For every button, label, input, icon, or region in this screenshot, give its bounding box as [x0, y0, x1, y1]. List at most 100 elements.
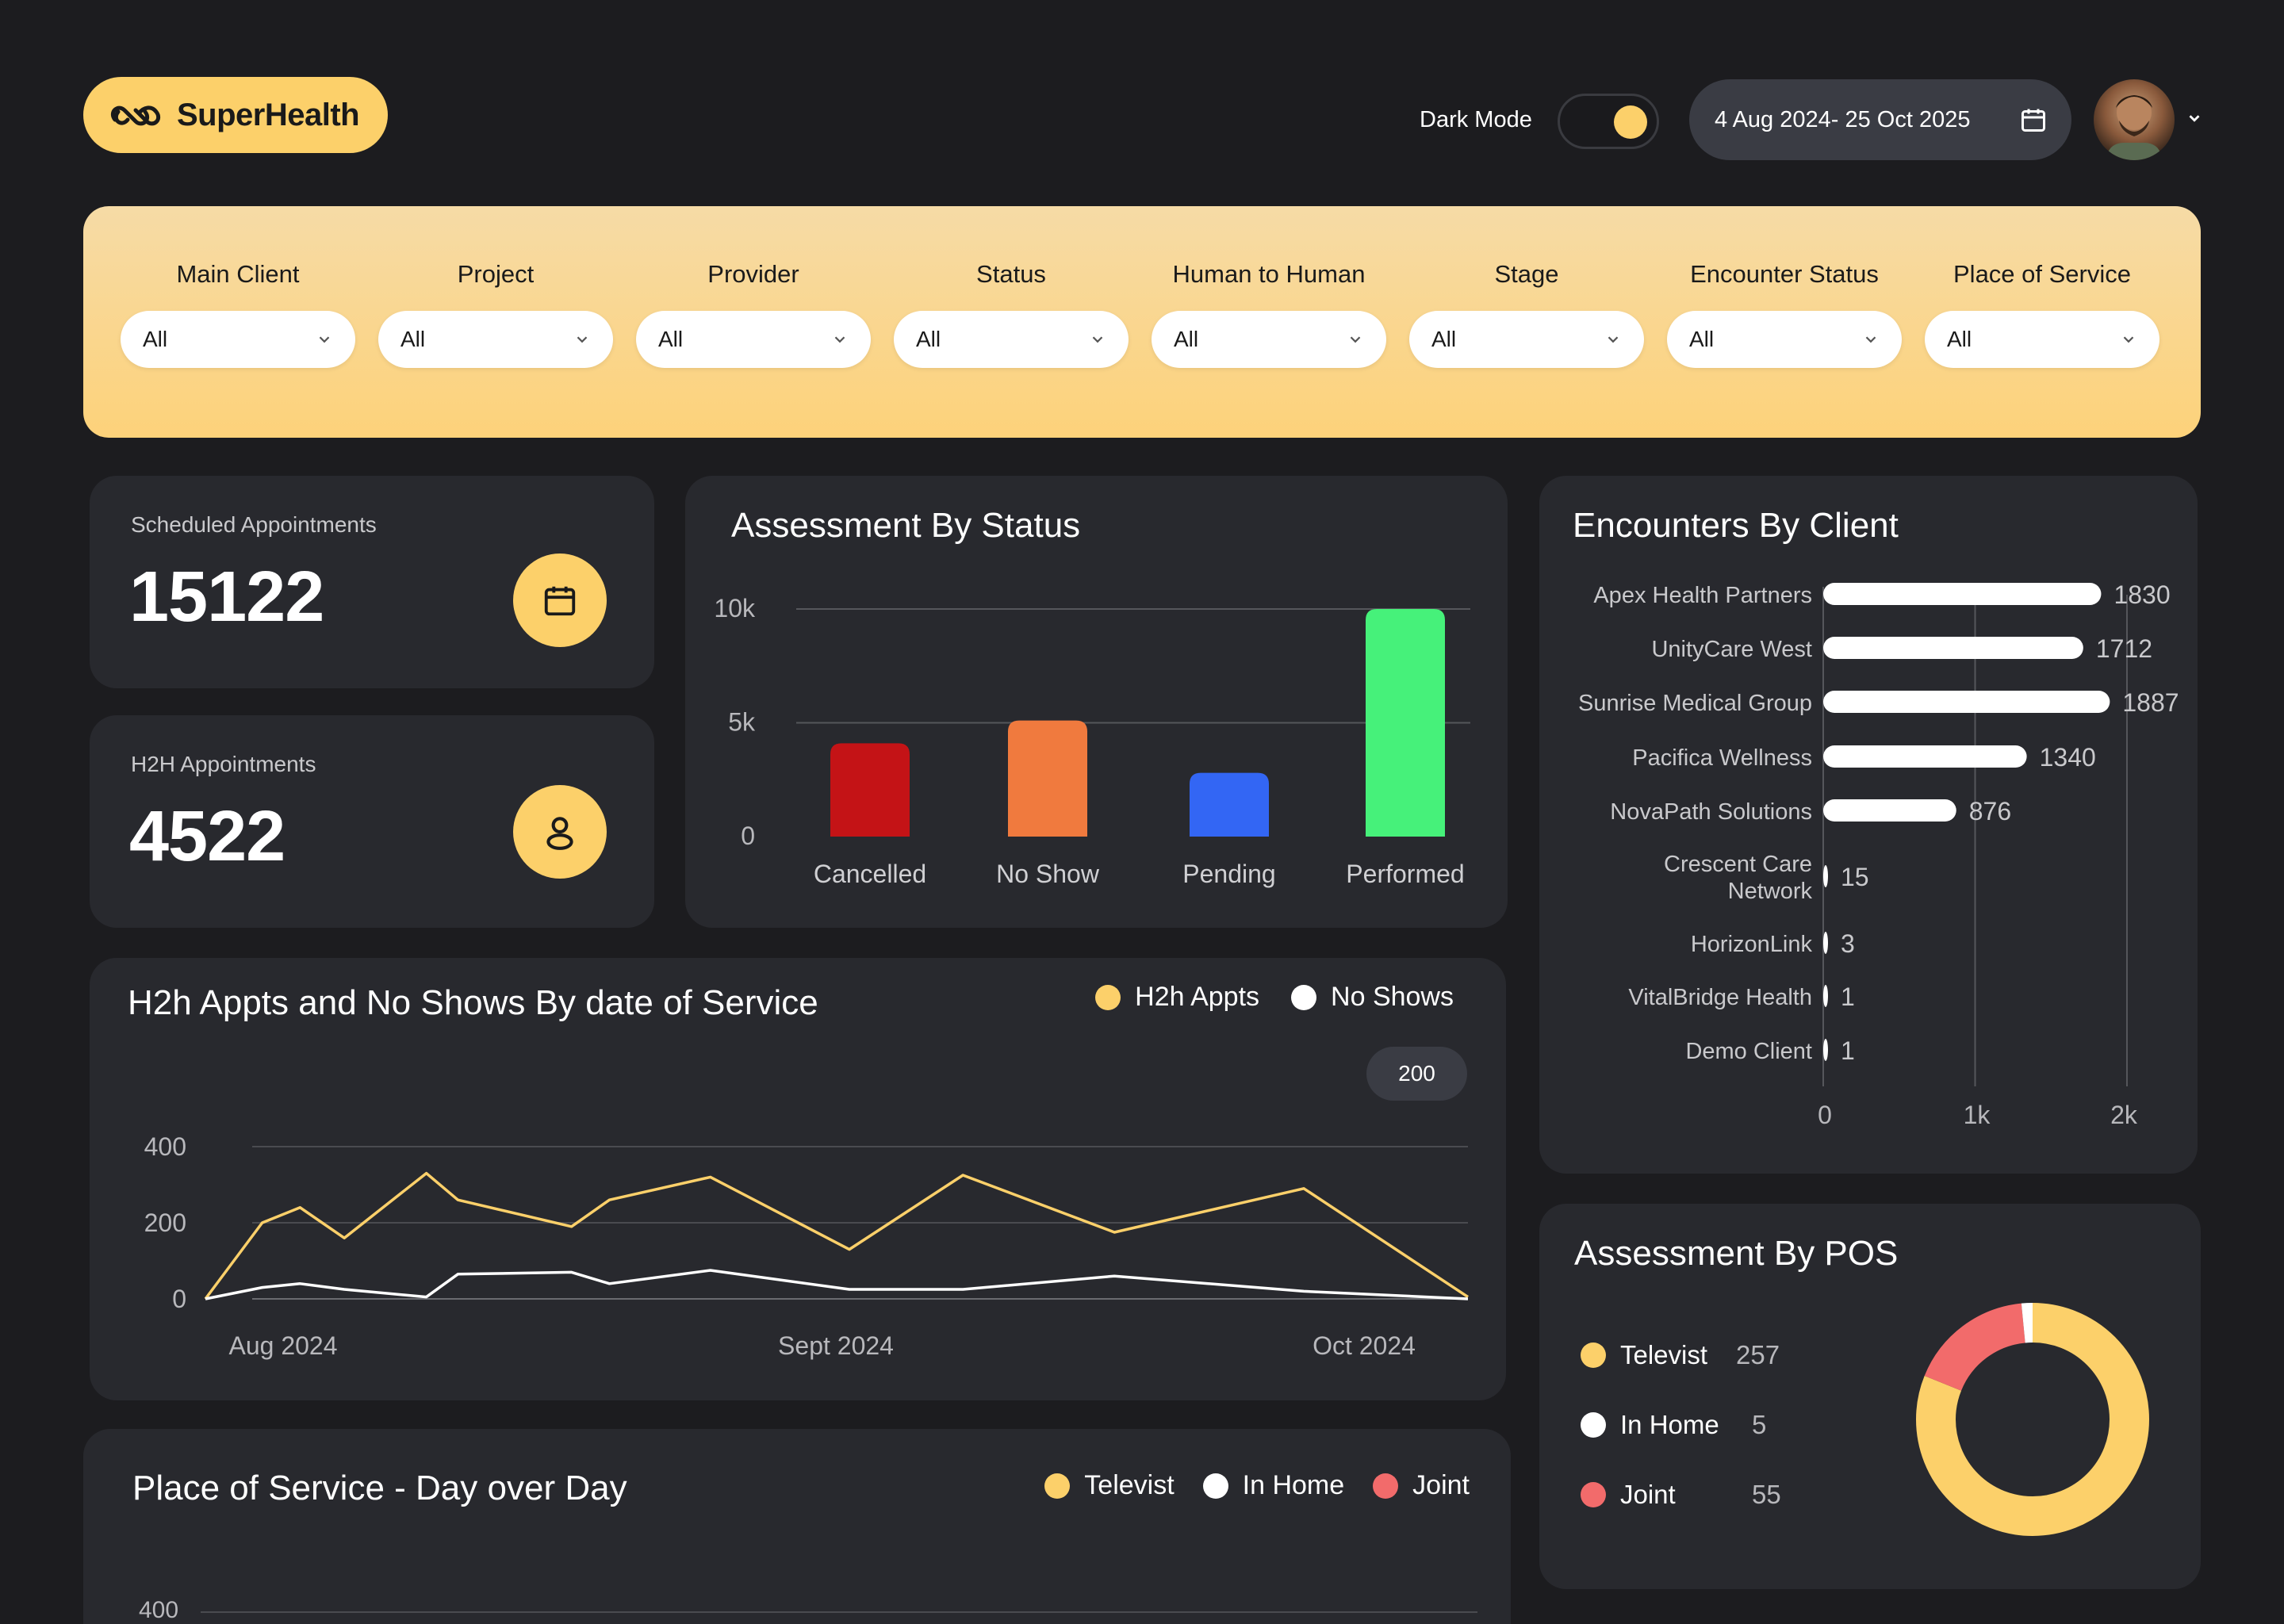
filter-select[interactable]: All — [1409, 311, 1644, 368]
filter-select[interactable]: All — [121, 311, 355, 368]
x-tick-label: Performed — [1346, 860, 1464, 888]
legend-item-h2h[interactable]: H2h Appts — [1095, 982, 1259, 1013]
x-tick-label: Aug 2024 — [228, 1331, 337, 1360]
card-title: Assessment By Status — [731, 506, 1081, 545]
calendar-icon-badge — [513, 553, 607, 647]
h2h-line-card: H2h Appts and No Shows By date of Servic… — [90, 958, 1506, 1400]
filter-select[interactable]: All — [378, 311, 613, 368]
filter-select[interactable]: All — [894, 311, 1129, 368]
grid-line — [201, 1611, 1477, 1613]
date-range-picker[interactable]: 4 Aug 2024- 25 Oct 2025 — [1689, 79, 2071, 160]
client-label: Sunrise Medical Group — [1578, 691, 1812, 716]
user-photo — [2108, 95, 2160, 160]
kpi-value: 15122 — [129, 557, 324, 637]
card-title: H2h Appts and No Shows By date of Servic… — [128, 983, 818, 1022]
filter-value: All — [400, 327, 426, 351]
chevron-down-icon[interactable] — [2186, 109, 2203, 127]
donut-slice-in-home[interactable] — [1916, 1303, 2149, 1536]
legend-item-in-home[interactable]: In Home — [1202, 1470, 1345, 1501]
filter-stage: Stage All — [1409, 260, 1644, 368]
x-tick-label: Oct 2024 — [1313, 1331, 1416, 1360]
client-bar[interactable] — [1823, 932, 1828, 954]
legend-dot — [1044, 1473, 1071, 1499]
client-label: Apex Health Partners — [1593, 583, 1812, 608]
infinity-icon — [110, 105, 161, 126]
bar-cancelled[interactable] — [830, 743, 910, 837]
avatar[interactable] — [2094, 79, 2175, 160]
filter-select[interactable]: All — [1667, 311, 1902, 368]
legend-dot — [1581, 1342, 1606, 1368]
kpi-title: H2H Appointments — [131, 752, 316, 776]
kpi-title: Scheduled Appointments — [131, 512, 377, 537]
client-label: Demo Client — [1685, 1039, 1812, 1064]
data-label: 876 — [1969, 797, 2011, 825]
dark-mode-label: Dark Mode — [1420, 107, 1532, 132]
legend-dot — [1581, 1482, 1606, 1507]
legend-label: Joint — [1412, 1470, 1470, 1500]
y-tick-label: 10k — [714, 594, 756, 622]
filter-label: Encounter Status — [1690, 260, 1879, 288]
legend-item-televist[interactable]: Televist 257 — [1581, 1340, 1781, 1370]
legend-label: No Shows — [1331, 982, 1454, 1012]
legend-item-no-shows[interactable]: No Shows — [1291, 982, 1454, 1013]
bar-pending[interactable] — [1190, 772, 1269, 837]
series-line-h2h-appts[interactable] — [204, 1171, 1469, 1300]
filter-value: All — [916, 327, 941, 351]
value-badge[interactable]: 200 — [1366, 1047, 1467, 1101]
filter-status: Status All — [894, 260, 1129, 368]
bar-no-show[interactable] — [1008, 720, 1087, 837]
brand-logo[interactable]: SuperHealth — [83, 77, 388, 153]
legend-item-in-home[interactable]: In Home 5 — [1581, 1410, 1781, 1440]
filter-select[interactable]: All — [1152, 311, 1386, 368]
series-line-no-shows[interactable] — [205, 1269, 1469, 1300]
client-bar[interactable] — [1823, 691, 2110, 713]
chevron-down-icon — [577, 336, 588, 343]
y-tick-label: 0 — [741, 822, 755, 850]
chevron-down-icon — [834, 336, 845, 343]
legend-item-joint[interactable]: Joint 55 — [1581, 1480, 1781, 1510]
filter-encounter-status: Encounter Status All — [1667, 260, 1902, 368]
donut-legend: Televist 257 In Home 5 Joint 55 — [1581, 1340, 1781, 1510]
filter-label: Provider — [707, 260, 799, 288]
client-label: UnityCare West — [1651, 637, 1812, 662]
filter-label: Stage — [1494, 260, 1559, 288]
client-bar[interactable] — [1823, 745, 2027, 768]
dark-mode-toggle[interactable] — [1558, 94, 1659, 149]
encounters-client-chart: 0 1k 2k Apex Health Partners 1830 UnityCare W… — [1578, 580, 2179, 1129]
legend-label: Televist — [1084, 1470, 1175, 1500]
client-bar[interactable] — [1823, 583, 2102, 605]
data-label: 1340 — [2040, 743, 2096, 772]
filter-select[interactable]: All — [636, 311, 871, 368]
client-bar[interactable] — [1823, 799, 1956, 822]
legend-label: In Home — [1620, 1410, 1719, 1439]
legend-label: In Home — [1242, 1470, 1345, 1500]
bar-performed[interactable] — [1366, 609, 1445, 837]
legend-label: Joint — [1620, 1480, 1676, 1509]
x-tick-label: 1k — [1964, 1101, 1991, 1129]
legend-dot — [1581, 1412, 1606, 1438]
filter-select[interactable]: All — [1925, 311, 2159, 368]
legend-value: 5 — [1752, 1410, 1767, 1439]
legend-item-joint[interactable]: Joint — [1373, 1470, 1470, 1501]
filter-place-of-service: Place of Service All — [1925, 260, 2159, 368]
legend-item-televist[interactable]: Televist — [1044, 1470, 1175, 1501]
client-label: Pacifica Wellness — [1632, 745, 1812, 771]
client-bar[interactable] — [1823, 865, 1828, 887]
client-bar[interactable] — [1823, 1039, 1828, 1061]
client-bar[interactable] — [1823, 637, 2083, 659]
filter-value: All — [1689, 327, 1715, 351]
client-label: HorizonLink — [1691, 932, 1813, 957]
client-bar[interactable] — [1823, 985, 1828, 1007]
user-icon — [546, 817, 573, 850]
filter-label: Status — [976, 260, 1046, 288]
data-label: 1 — [1841, 982, 1855, 1011]
calendar-icon — [544, 586, 576, 616]
legend-dot — [1291, 984, 1317, 1010]
y-tick-label: 400 — [139, 1597, 179, 1623]
filter-value: All — [143, 327, 168, 351]
user-icon-badge — [513, 785, 607, 879]
chevron-down-icon — [1350, 336, 1361, 343]
filter-provider: Provider All — [636, 260, 871, 368]
chevron-down-icon — [2123, 336, 2134, 343]
assessment-status-card: Assessment By Status 0 5k 10k Cancelled No S… — [685, 476, 1508, 928]
